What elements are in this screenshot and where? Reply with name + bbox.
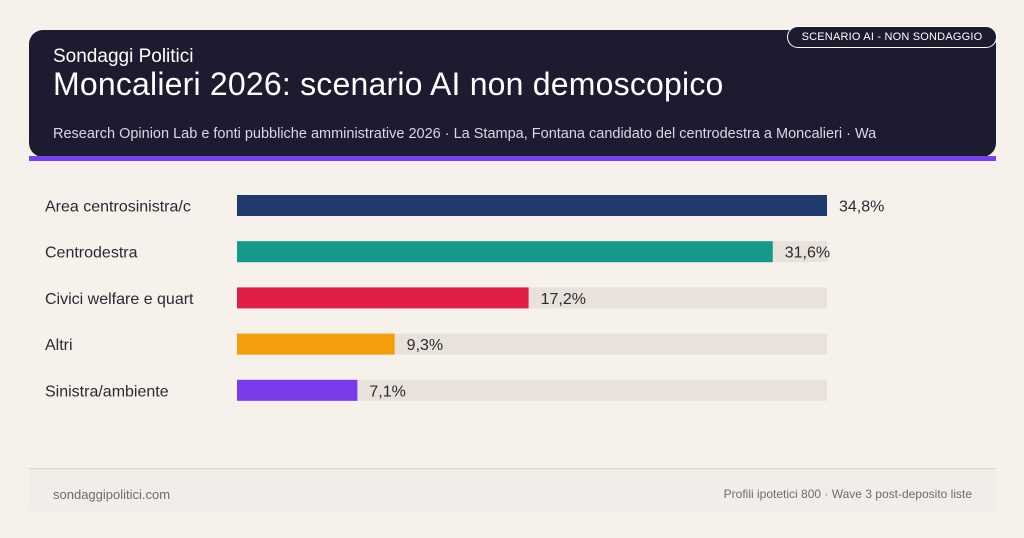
category-label: Altri bbox=[45, 337, 73, 354]
category-label: Sinistra/ambiente bbox=[45, 383, 169, 400]
bar bbox=[237, 287, 529, 309]
bar bbox=[237, 195, 827, 216]
source-line: Research Opinion Lab e fonti pubbliche a… bbox=[53, 126, 877, 142]
brand-name: Sondaggi Politici bbox=[53, 46, 194, 67]
value-label: 9,3% bbox=[407, 337, 443, 354]
chart-title: Moncalieri 2026: scenario AI non demosco… bbox=[53, 66, 724, 102]
value-label: 17,2% bbox=[541, 291, 586, 308]
scenario-badge: SCENARIO AI - NON SONDAGGIO bbox=[787, 26, 997, 48]
footer-site: sondaggipolitici.com bbox=[53, 487, 171, 502]
footer-note: Profili ipotetici 800 · Wave 3 post-depo… bbox=[723, 487, 972, 501]
bar bbox=[237, 241, 773, 263]
bar bbox=[237, 379, 358, 401]
footer: sondaggipolitici.com Profili ipotetici 8… bbox=[29, 468, 996, 511]
header-panel: Sondaggi Politici Moncalieri 2026: scena… bbox=[29, 30, 996, 157]
header-accent-bar bbox=[29, 156, 996, 161]
bar-chart: Area centrosinistra/c 34,8% Centrodestra 31… bbox=[45, 195, 884, 401]
category-label: Area centrosinistra/c bbox=[45, 199, 191, 216]
value-label: 34,8% bbox=[839, 199, 884, 216]
bar bbox=[237, 333, 395, 355]
category-label: Centrodestra bbox=[45, 245, 138, 262]
category-label: Civici welfare e quart bbox=[45, 291, 194, 308]
value-label: 31,6% bbox=[785, 245, 830, 262]
bar-track bbox=[237, 379, 827, 401]
value-label: 7,1% bbox=[369, 383, 405, 400]
